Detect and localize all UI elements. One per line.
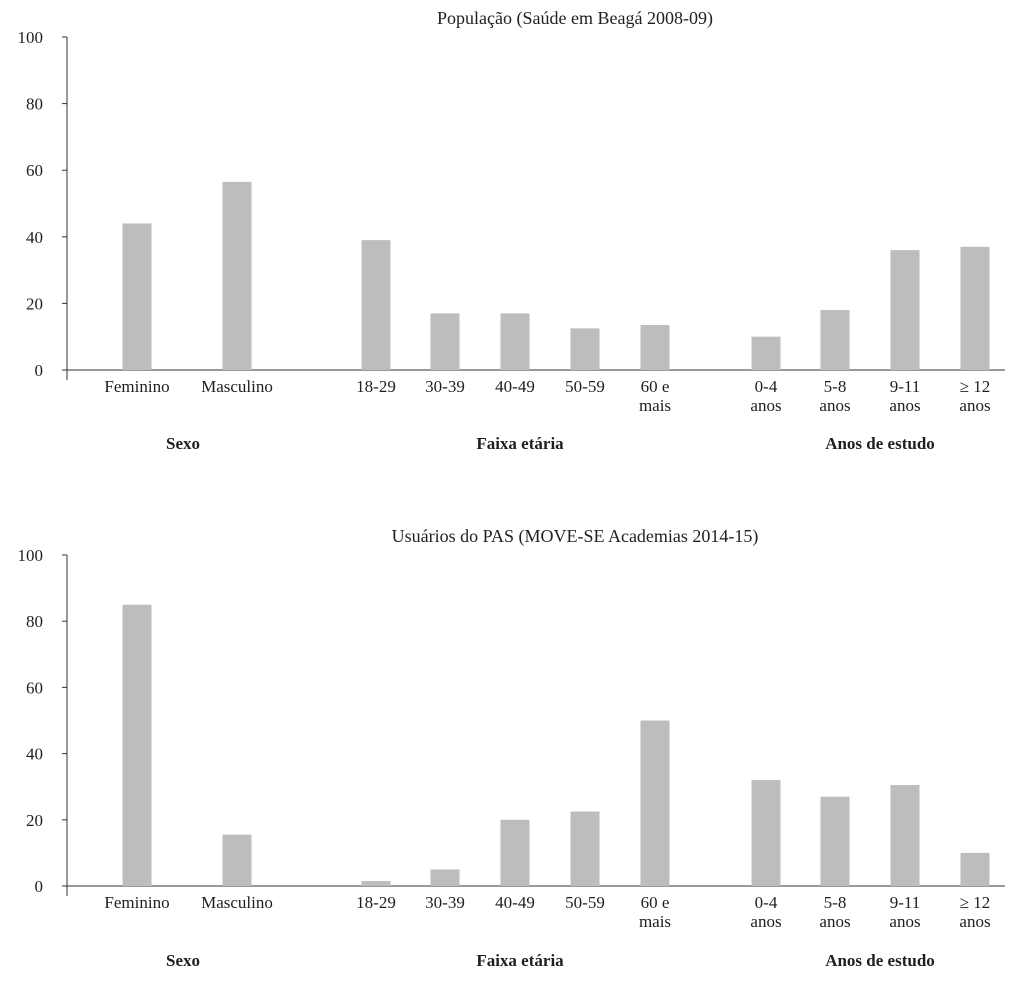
bar-40-49 <box>500 313 530 370</box>
category-label: Masculino <box>201 377 273 396</box>
bar-9-11-anos <box>890 785 920 886</box>
category-label: 5-8 anos <box>819 377 850 415</box>
category-label: 40-49 <box>495 377 535 396</box>
y-tick-label: 60 <box>26 161 43 180</box>
category-label: 60 e mais <box>639 893 671 931</box>
chart-panel-1: População (Saúde em Beagá 2008-09) 0 20 40 6… <box>18 8 1005 453</box>
bar-60-e-mais <box>640 325 670 370</box>
category-label: 0-4 anos <box>750 377 781 415</box>
category-label: 18-29 <box>356 893 396 912</box>
bar-30-39 <box>430 313 460 370</box>
bar-40-49 <box>500 819 530 886</box>
group-label: Sexo <box>166 951 200 970</box>
category-label: 60 e mais <box>639 377 671 415</box>
bar-≥-12-anos <box>960 246 990 370</box>
bar-0-4-anos <box>751 780 781 886</box>
y-tick-label: 40 <box>26 745 43 764</box>
group-label: Anos de estudo <box>825 434 935 453</box>
category-label: 50-59 <box>565 893 605 912</box>
bar-50-59 <box>570 328 600 370</box>
bar-≥-12-anos <box>960 852 990 886</box>
bar-50-59 <box>570 811 600 886</box>
chart-title: População (Saúde em Beagá 2008-09) <box>437 8 713 29</box>
y-tick-label: 20 <box>26 294 43 313</box>
y-tick-label: 40 <box>26 228 43 247</box>
chart-panel-2: Usuários do PAS (MOVE-SE Academias 2014-… <box>18 526 1005 970</box>
y-tick-label: 60 <box>26 678 43 697</box>
y-tick-label: 100 <box>18 546 44 565</box>
bar-0-4-anos <box>751 336 781 370</box>
category-label: Feminino <box>104 377 169 396</box>
group-label: Anos de estudo <box>825 951 935 970</box>
category-label: ≥ 12 anos <box>959 893 990 931</box>
bar-18-29 <box>361 240 391 370</box>
chart-title: Usuários do PAS (MOVE-SE Academias 2014-… <box>392 526 759 547</box>
group-label: Faixa etária <box>476 434 564 453</box>
y-tick-label: 100 <box>18 28 44 47</box>
group-label: Faixa etária <box>476 951 564 970</box>
y-tick-label: 80 <box>26 612 43 631</box>
bar-60-e-mais <box>640 720 670 886</box>
y-tick-label: 0 <box>35 361 44 380</box>
y-tick-label: 0 <box>35 877 44 896</box>
bar-Masculino <box>222 834 252 886</box>
category-label: ≥ 12 anos <box>959 377 990 415</box>
bar-Feminino <box>122 223 152 370</box>
group-label: Sexo <box>166 434 200 453</box>
bar-5-8-anos <box>820 310 850 370</box>
category-label: 40-49 <box>495 893 535 912</box>
category-label: Feminino <box>104 893 169 912</box>
bar-5-8-anos <box>820 796 850 886</box>
category-label: 30-39 <box>425 377 465 396</box>
category-label: Masculino <box>201 893 273 912</box>
category-label: 9-11 anos <box>889 377 920 415</box>
category-label: 18-29 <box>356 377 396 396</box>
category-label: 50-59 <box>565 377 605 396</box>
category-label: 0-4 anos <box>750 893 781 931</box>
category-label: 30-39 <box>425 893 465 912</box>
bar-18-29 <box>361 881 391 886</box>
category-label: 9-11 anos <box>889 893 920 931</box>
bar-Masculino <box>222 181 252 370</box>
bar-30-39 <box>430 869 460 886</box>
y-tick-label: 20 <box>26 811 43 830</box>
bar-9-11-anos <box>890 250 920 370</box>
category-label: 5-8 anos <box>819 893 850 931</box>
bar-Feminino <box>122 604 152 886</box>
y-tick-label: 80 <box>26 95 43 114</box>
